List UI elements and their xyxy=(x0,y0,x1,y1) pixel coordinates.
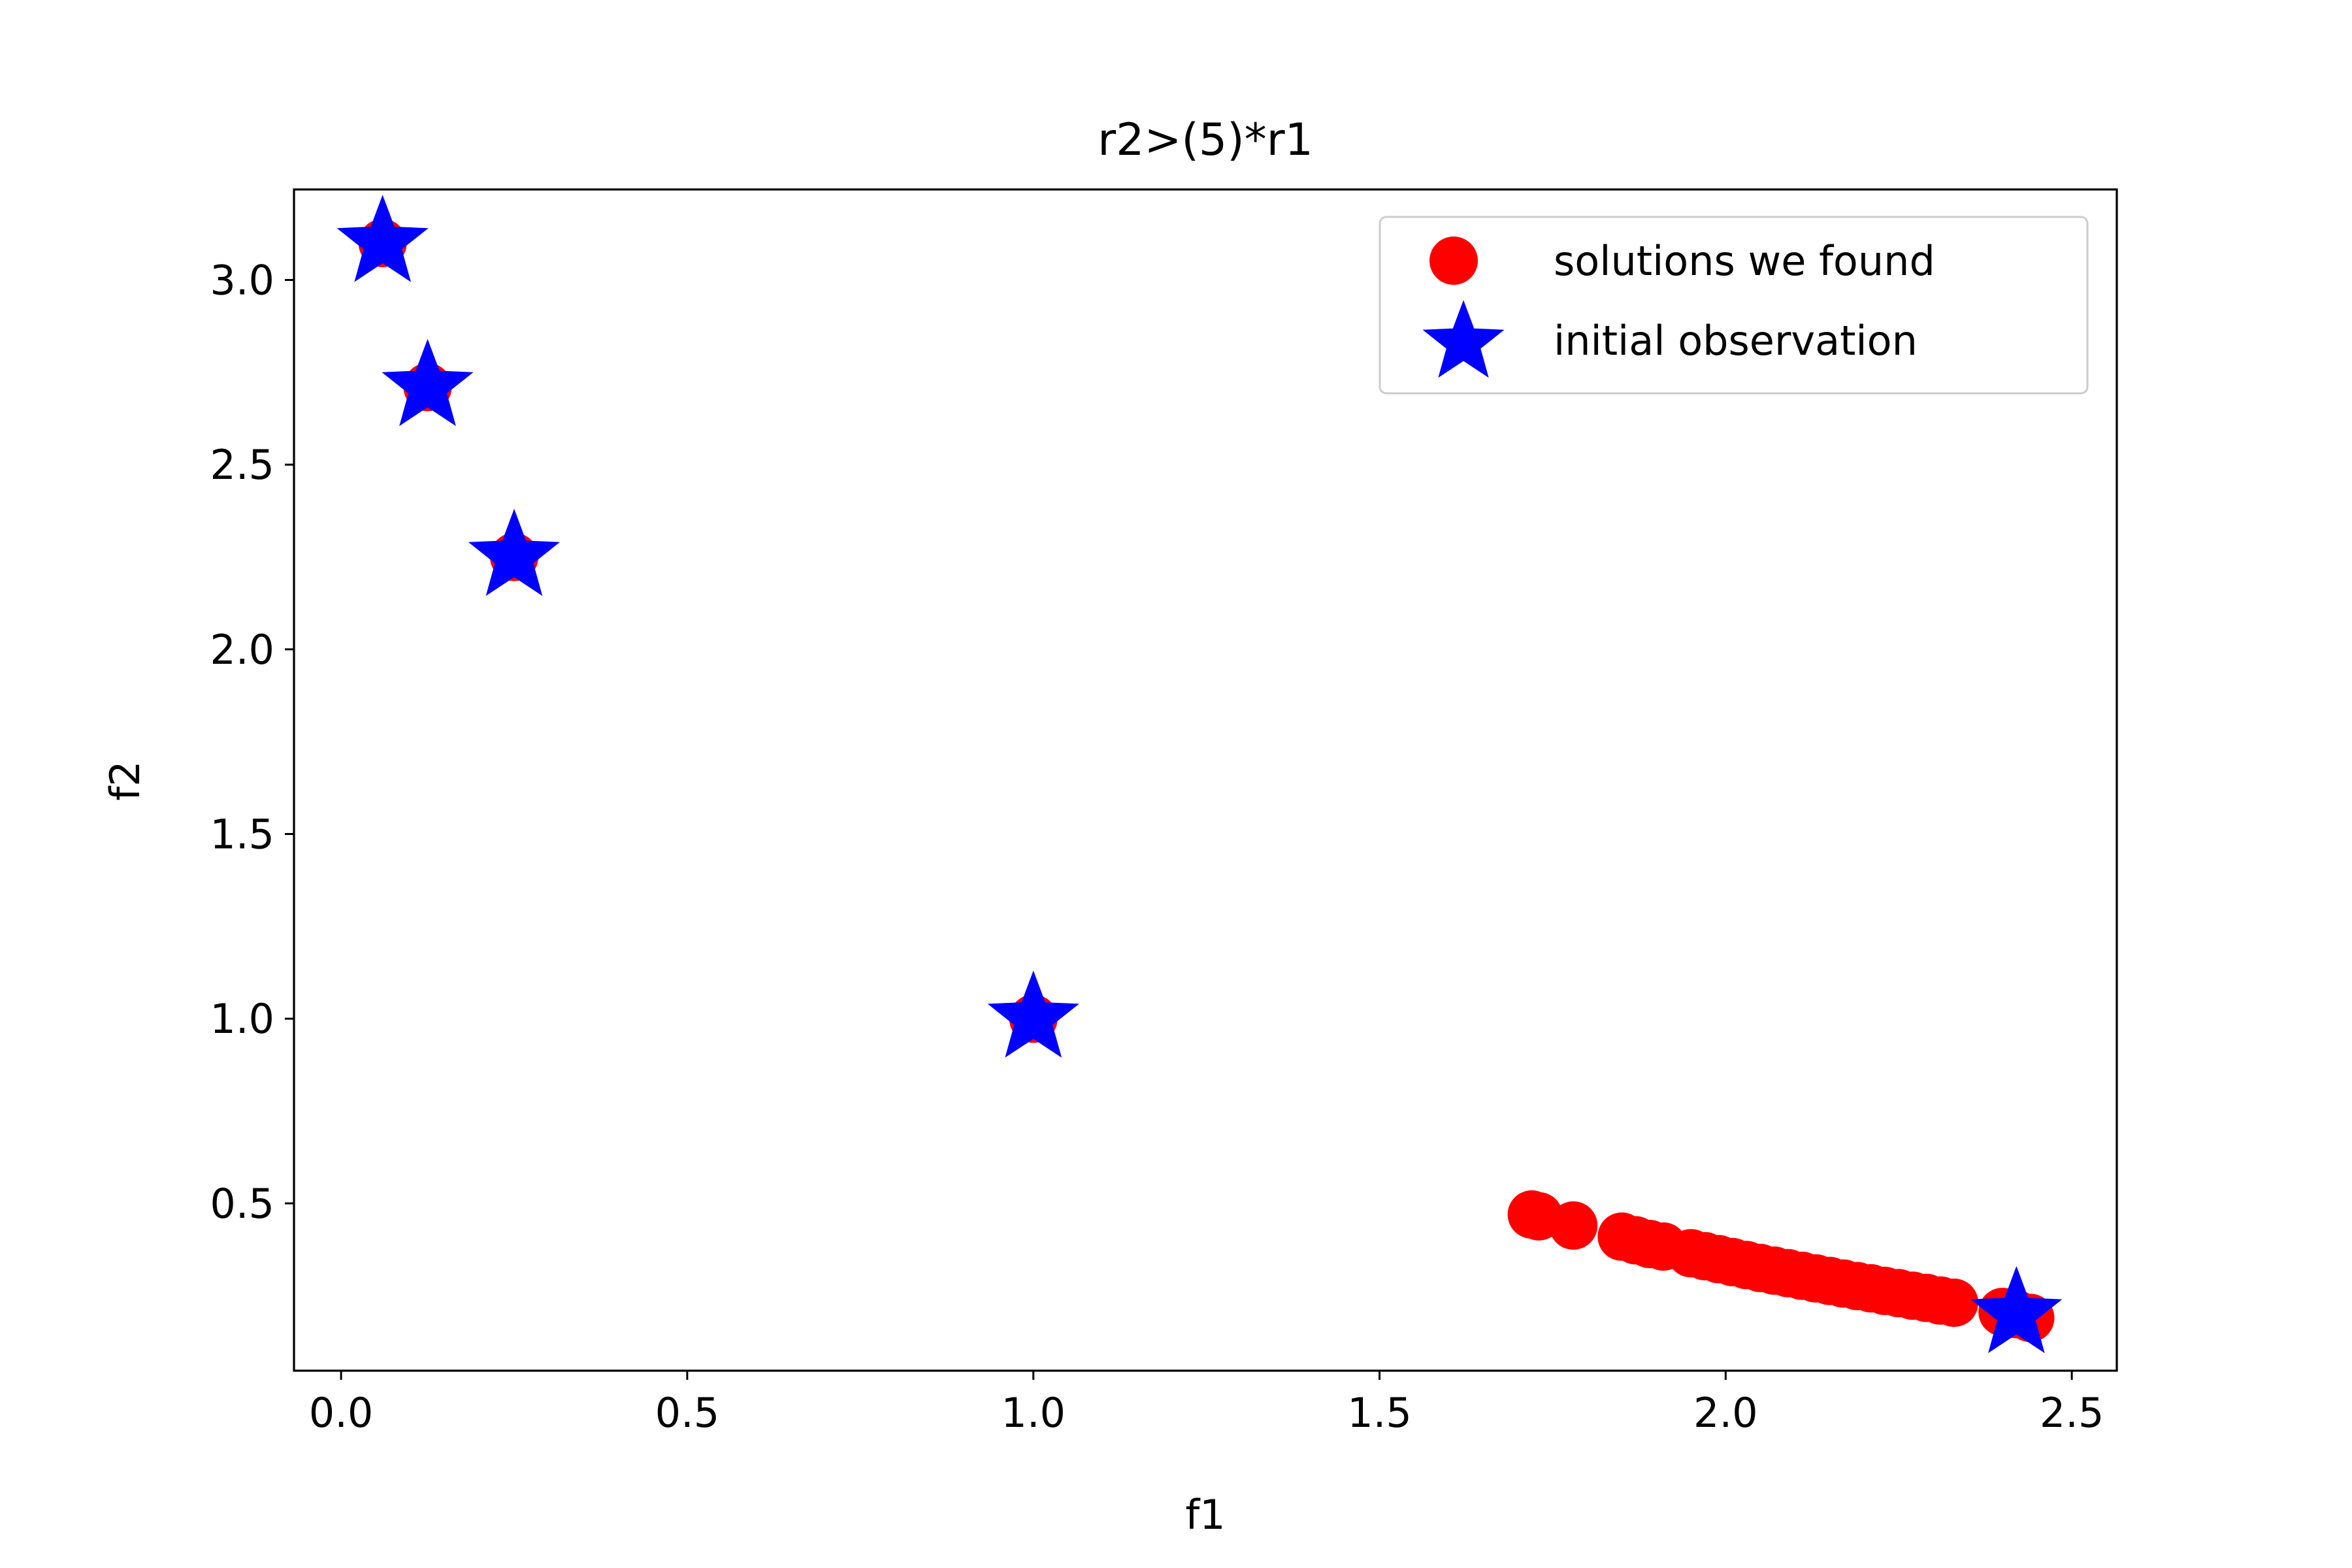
initial-observation-point xyxy=(1970,1266,2063,1354)
initial-observation-point xyxy=(336,195,429,282)
legend: solutions we found initial observation xyxy=(1379,216,2089,395)
initial-observation-point xyxy=(382,338,474,427)
chart-title: r2>(5)*r1 xyxy=(1098,114,1313,166)
initial-observation-point xyxy=(468,508,561,596)
axes-frame xyxy=(293,188,2118,1372)
legend-marker-initial xyxy=(1422,300,1505,378)
legend-marker-solutions xyxy=(1429,237,1478,285)
y-tick-label: 0.5 xyxy=(210,1180,274,1228)
x-tick-label: 1.0 xyxy=(1001,1389,1066,1437)
x-axis-label: f1 xyxy=(1185,1491,1225,1539)
solution-point xyxy=(1930,1279,1978,1327)
y-axis-label: f2 xyxy=(101,760,149,800)
x-tick-label: 2.0 xyxy=(1693,1389,1758,1437)
x-tick-label: 2.5 xyxy=(2040,1389,2104,1437)
x-tick-label: 1.5 xyxy=(1347,1389,1412,1437)
x-tick-label: 0.5 xyxy=(655,1389,720,1437)
y-tick-label: 1.0 xyxy=(210,995,274,1043)
legend-label-initial: initial observation xyxy=(1554,317,1918,365)
points-layer xyxy=(336,195,2063,1354)
solution-point xyxy=(1549,1201,1598,1250)
initial-observation-point xyxy=(987,970,1079,1058)
x-axis-ticks: 0.0 0.5 1.0 1.5 2.0 2.5 xyxy=(309,1371,2104,1437)
legend-label-solutions: solutions we found xyxy=(1554,237,1935,285)
x-tick-label: 0.0 xyxy=(309,1389,374,1437)
y-tick-label: 1.5 xyxy=(210,811,274,858)
y-tick-label: 2.5 xyxy=(210,441,274,489)
y-tick-label: 3.0 xyxy=(210,257,274,304)
legend-box xyxy=(1379,216,2089,395)
y-axis-ticks: 0.5 1.0 1.5 2.0 2.5 3.0 xyxy=(210,257,294,1228)
y-tick-label: 2.0 xyxy=(210,626,274,674)
